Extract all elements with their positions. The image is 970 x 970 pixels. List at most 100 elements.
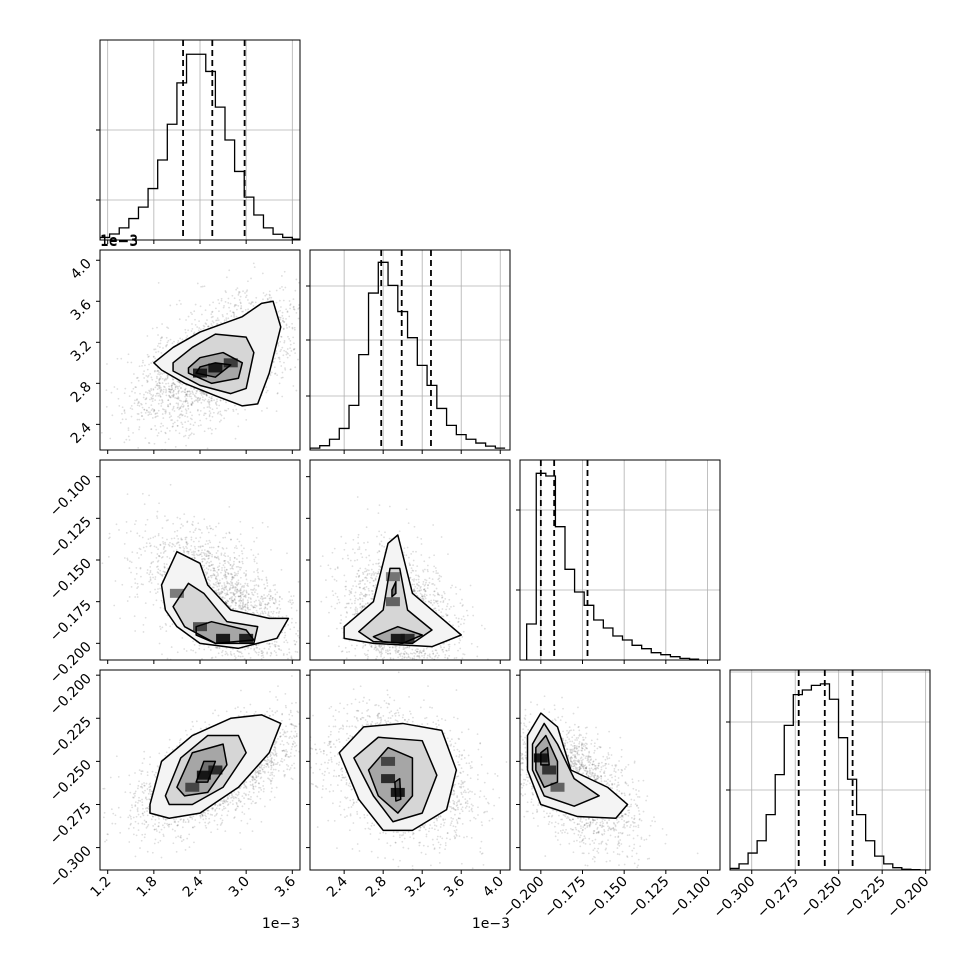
scatter-point [260, 607, 263, 610]
scatter-point [261, 693, 263, 695]
scatter-point [215, 589, 218, 592]
scatter-point [261, 611, 264, 614]
scatter-point [185, 412, 188, 415]
scatter-point [211, 320, 214, 323]
scatter-point [306, 297, 308, 299]
scatter-point [229, 588, 231, 590]
scatter-point [156, 571, 159, 574]
scatter-point [193, 400, 196, 403]
scatter-point [238, 651, 241, 654]
scatter-point [176, 541, 179, 544]
scatter-point [247, 652, 250, 655]
scatter-point [368, 554, 371, 557]
scatter-point [199, 546, 202, 549]
scatter-point [280, 649, 283, 652]
scatter-point [208, 554, 211, 557]
scatter-point [233, 695, 235, 697]
scatter-point [150, 398, 153, 400]
scatter-point [256, 562, 258, 565]
scatter-point [179, 382, 182, 385]
scatter-point [264, 603, 267, 606]
scatter-point [208, 414, 211, 416]
scatter-point [167, 543, 170, 546]
scatter-point [195, 537, 197, 540]
scatter-point [153, 370, 156, 373]
scatter-point [261, 595, 263, 598]
scatter-point [123, 392, 126, 395]
scatter-point [185, 650, 188, 652]
scatter-point [186, 390, 189, 393]
scatter-point [106, 363, 108, 365]
scatter-point [323, 687, 325, 689]
scatter-point [301, 311, 303, 313]
scatter-point [239, 595, 242, 598]
scatter-point [260, 658, 263, 660]
scatter-point [194, 550, 197, 553]
scatter-point [272, 601, 275, 604]
scatter-point [158, 379, 161, 382]
scatter-point [266, 389, 269, 392]
scatter-point [253, 600, 256, 603]
scatter-point [241, 562, 244, 565]
scatter-point [249, 608, 252, 611]
scatter-point [136, 418, 139, 421]
scatter-point [293, 685, 295, 687]
scatter-point [215, 646, 218, 649]
scatter-point [281, 395, 284, 398]
scatter-point [325, 579, 327, 581]
scatter-point [306, 656, 308, 658]
scatter-point [231, 573, 233, 576]
scatter-point [158, 377, 161, 380]
scatter-point [226, 582, 229, 585]
scatter-point [180, 400, 183, 402]
scatter-point [176, 516, 179, 519]
scatter-point [255, 609, 258, 612]
scatter-point [242, 606, 244, 609]
scatter-point [244, 575, 247, 577]
scatter-point [478, 675, 480, 677]
scatter-point [200, 401, 203, 404]
scatter-point [366, 667, 368, 669]
scatter-point [264, 294, 267, 297]
scatter-point [123, 557, 126, 559]
scatter-point [125, 438, 128, 441]
scatter-point [273, 366, 276, 369]
scatter-point [225, 586, 227, 589]
scatter-point [150, 404, 153, 407]
scatter-point [241, 655, 244, 658]
scatter-point [214, 569, 216, 572]
scatter-point [190, 403, 193, 406]
scatter-point [267, 593, 270, 596]
scatter-point [148, 494, 150, 497]
scatter-point [147, 411, 150, 413]
scatter-point [181, 383, 184, 386]
scatter-point [397, 693, 399, 695]
scatter-point [107, 537, 110, 540]
scatter-point [135, 399, 138, 401]
scatter-point [266, 694, 268, 696]
scatter-point [277, 344, 280, 347]
scatter-point [168, 429, 171, 432]
scatter-point [232, 592, 235, 595]
scatter-point [226, 589, 229, 592]
scatter-point [269, 590, 272, 593]
scatter-point [171, 342, 174, 345]
scatter-point [233, 556, 236, 559]
scatter-point [190, 404, 193, 406]
scatter-point [254, 578, 257, 581]
scatter-point [240, 599, 243, 602]
scatter-point [159, 543, 162, 546]
scatter-point [254, 301, 257, 304]
scatter-point [219, 671, 221, 673]
scatter-point [263, 583, 265, 586]
scatter-point [241, 585, 244, 588]
scatter-point [230, 654, 233, 656]
scatter-point [259, 604, 262, 607]
scatter-point [231, 567, 233, 570]
scatter-point [283, 636, 286, 639]
scatter-point [460, 618, 463, 620]
scatter-point [278, 316, 281, 319]
scatter-point [257, 666, 259, 668]
scatter-point [180, 413, 183, 416]
scatter-point [238, 595, 240, 598]
